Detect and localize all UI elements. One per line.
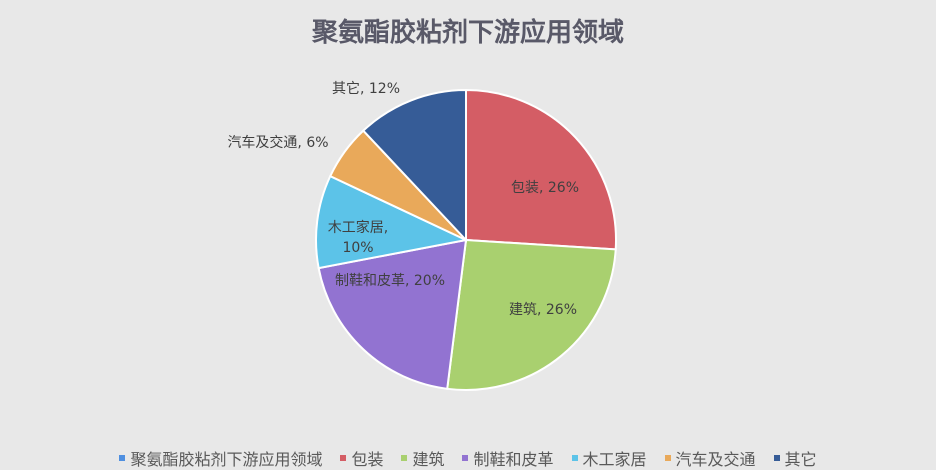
legend-swatch xyxy=(462,455,469,461)
pie-slice-3 xyxy=(315,174,470,270)
legend-swatch xyxy=(119,455,126,461)
legend-item: 其它 xyxy=(773,446,817,470)
legend-swatch xyxy=(401,455,408,461)
legend-item: 包装 xyxy=(340,446,383,470)
data-label: 木工家居, 10% xyxy=(328,219,388,256)
legend-label: 其它 xyxy=(784,450,817,469)
legend-swatch xyxy=(571,455,578,461)
data-label: 汽车及交通, 6% xyxy=(227,134,328,151)
pie-slice-0 xyxy=(465,88,617,251)
legend-label: 建筑 xyxy=(412,450,445,469)
pie-slice-5 xyxy=(361,88,467,243)
legend-label: 木工家居 xyxy=(582,450,647,469)
pie-slice-2 xyxy=(317,238,468,390)
legend-label: 汽车及交通 xyxy=(675,450,756,469)
legend-item: 建筑 xyxy=(401,446,444,470)
legend-item: 木工家居 xyxy=(571,446,647,470)
pie-slice-1 xyxy=(446,238,617,391)
legend-item: 制鞋和皮革 xyxy=(462,446,554,470)
data-label: 建筑, 26% xyxy=(509,302,577,318)
data-label: 制鞋和皮革, 20% xyxy=(335,273,445,289)
legend-label: 制鞋和皮革 xyxy=(473,450,554,469)
legend-swatch xyxy=(664,455,671,461)
data-label: 其它, 12% xyxy=(332,80,400,97)
legend-label: 包装 xyxy=(351,450,384,469)
legend-item: 汽车及交通 xyxy=(664,446,756,470)
legend-swatch xyxy=(340,455,347,461)
legend: 聚氨酯胶粘剂下游应用领域 包装 建筑 制鞋和皮革 木工家居 汽车及交通 其它 xyxy=(0,446,936,470)
legend-item-series: 聚氨酯胶粘剂下游应用领域 xyxy=(119,446,322,470)
chart-title: 聚氨酯胶粘剂下游应用领域 xyxy=(311,18,624,48)
legend-swatch xyxy=(773,455,780,461)
data-label: 包装, 26% xyxy=(511,180,579,196)
legend-label: 聚氨酯胶粘剂下游应用领域 xyxy=(130,450,323,469)
